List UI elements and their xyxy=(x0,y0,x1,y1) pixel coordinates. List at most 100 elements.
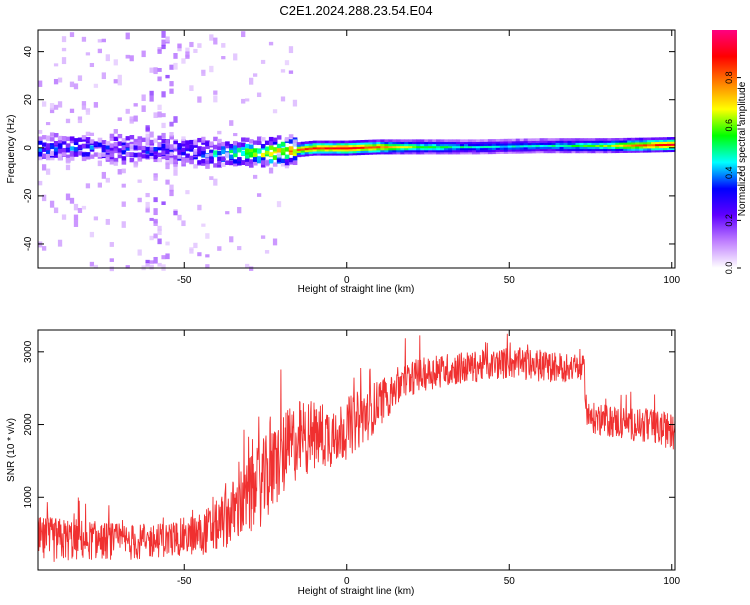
spectrogram-cell xyxy=(85,144,91,149)
spectrogram-cell xyxy=(388,147,393,151)
spectrogram-cell xyxy=(499,147,505,150)
spectrogram-cell xyxy=(619,146,624,149)
spectrogram-cell xyxy=(408,151,413,155)
spectrogram-cell xyxy=(245,263,250,269)
spectrogram-cell xyxy=(639,139,644,143)
spectrogram-cell xyxy=(348,142,354,146)
spectrogram-cell xyxy=(133,163,138,168)
spectrogram-cell xyxy=(324,150,330,154)
spectrogram-cell xyxy=(264,146,270,151)
spectrogram-cell xyxy=(53,78,59,85)
spectrogram-cell xyxy=(225,160,230,165)
spectrogram-cell xyxy=(344,146,350,150)
spectrogram-cell xyxy=(121,141,127,146)
spectrogram-cell xyxy=(77,75,83,81)
spectrogram-cell xyxy=(555,142,561,145)
y-tick-label: 20 xyxy=(23,94,34,106)
spectrogram-cell xyxy=(121,221,126,228)
spectrogram-cell xyxy=(619,137,624,141)
spectrogram-cell xyxy=(157,49,162,54)
spectrogram-cell xyxy=(456,145,461,149)
spectrogram-cell xyxy=(559,150,565,154)
spectrogram-cell xyxy=(81,137,87,142)
spectrogram-cell xyxy=(256,193,262,197)
spectrogram-cell xyxy=(85,137,91,142)
spectrogram-cell xyxy=(360,148,366,151)
spectrogram-cell xyxy=(380,147,385,151)
spectrogram-cell xyxy=(511,149,517,152)
spectrogram-cell xyxy=(245,157,250,162)
spectrogram-cell xyxy=(308,142,314,146)
spectrogram-cell xyxy=(213,95,218,103)
spectrogram-cell xyxy=(475,151,481,155)
snr-x-ticks: -50 0 50 100 xyxy=(177,330,681,587)
spectrogram-cell xyxy=(607,142,612,145)
spectrogram-cell xyxy=(185,51,190,58)
spectrogram-cell xyxy=(579,150,585,154)
spectrogram-cell xyxy=(177,151,182,157)
spectrogram-cell xyxy=(169,88,174,94)
spectrogram-cell xyxy=(479,143,485,147)
spectrogram-cell xyxy=(57,149,63,154)
spectrogram-cell xyxy=(169,144,174,150)
spectrogram-cell xyxy=(137,136,143,141)
spectrogram-cell xyxy=(456,149,461,153)
spectrogram-cell xyxy=(523,150,529,154)
spectrogram-cell xyxy=(264,150,270,155)
spectrogram-cell xyxy=(615,140,620,143)
spectrogram-cell xyxy=(495,145,501,148)
spectrogram-cell xyxy=(364,150,370,153)
spectrogram-cell xyxy=(392,143,397,147)
spectrogram-cell xyxy=(81,101,87,106)
spectrogram-cell xyxy=(97,152,103,158)
spectrogram-cell xyxy=(221,156,226,161)
spectrogram-cell xyxy=(499,143,505,146)
spectrogram-cell xyxy=(217,142,222,147)
snr-y-ticks: 1000 2000 3000 xyxy=(23,340,675,508)
spectrogram-cell xyxy=(639,137,644,141)
spectrogram-cell xyxy=(483,151,489,155)
spectrogram-cell xyxy=(388,151,393,155)
spectrogram-cell xyxy=(440,145,445,149)
spectrogram-cell xyxy=(109,266,114,272)
spectrogram-cell xyxy=(619,150,624,153)
spectrogram-cell xyxy=(328,148,334,152)
spectrogram-cell xyxy=(217,145,222,151)
spectrogram-cell xyxy=(579,140,585,143)
spectrogram-cell xyxy=(432,145,437,149)
spectrogram-cell xyxy=(161,122,166,129)
spectrogram-cell xyxy=(81,152,87,157)
spectrogram-cell xyxy=(69,146,75,151)
spectrogram-cell xyxy=(360,140,366,143)
spectrogram-cell xyxy=(619,148,624,151)
spectrogram-cell xyxy=(312,152,318,156)
spectrogram-cell xyxy=(185,140,190,145)
spectrogram-cell xyxy=(440,141,445,145)
spectrogram-cell xyxy=(340,150,346,154)
spectrogram-cell xyxy=(109,143,115,148)
spectrogram-cell xyxy=(651,137,656,141)
spectrogram-cell xyxy=(97,160,102,167)
spectrogram-cell xyxy=(308,140,314,144)
spectrogram-cell xyxy=(245,161,250,167)
spectrogram-cell xyxy=(571,138,577,141)
spectrogram-cell xyxy=(607,144,612,147)
spectrogram-cell xyxy=(300,141,306,145)
spectrogram-cell xyxy=(185,47,190,53)
spectrogram-cell xyxy=(535,140,541,143)
spectrogram-cell xyxy=(177,43,182,49)
spectrogram-cell xyxy=(336,150,342,154)
spectrogram-cell xyxy=(555,144,561,148)
spectrogram-cell xyxy=(615,138,620,141)
spectrogram-cell xyxy=(495,143,501,146)
spectrogram-cell xyxy=(276,152,282,158)
spectrogram-cell xyxy=(463,145,469,149)
y-tick-label: 2000 xyxy=(23,413,34,436)
spectrogram-cell xyxy=(320,152,326,156)
spectrogram-cell xyxy=(579,144,585,148)
spectrogram-cell xyxy=(555,138,561,141)
spectrogram-cell xyxy=(320,148,326,152)
spectrogram-cell xyxy=(503,138,509,142)
spectrogram-cell xyxy=(571,146,577,150)
spectrogram-cell xyxy=(237,246,242,251)
